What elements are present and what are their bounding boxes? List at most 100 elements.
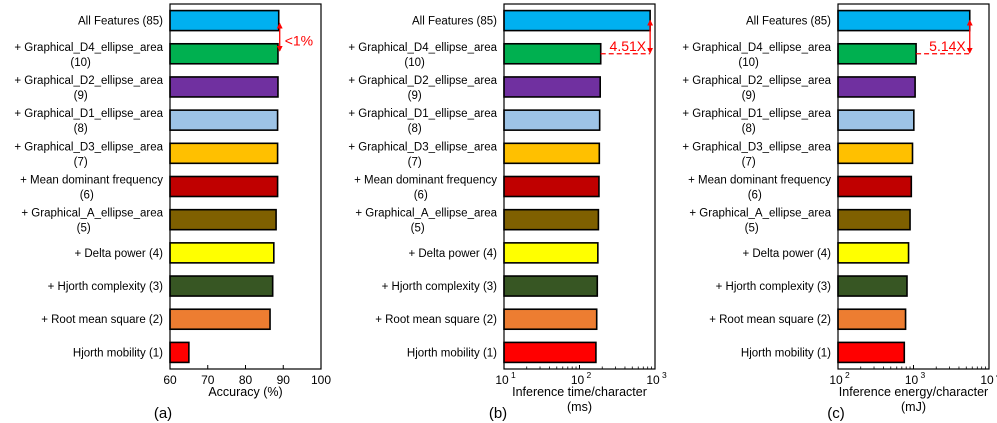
panel-label: (c) [827, 405, 845, 422]
category-count: (6) [414, 190, 428, 202]
x-tick-exponent: 2 [845, 370, 850, 380]
bar-11 [169, 341, 190, 364]
category-label: + Mean dominant frequency [20, 175, 163, 187]
category-count: (6) [80, 190, 94, 202]
bar-6 [837, 175, 913, 198]
bar-9 [837, 275, 908, 297]
bar-10 [503, 308, 598, 331]
category-label: All Features (85) [746, 16, 831, 28]
annotation-label: <1% [285, 33, 313, 49]
category-label: + Graphical_D1_ellipse_area [682, 108, 831, 120]
bar-4 [169, 109, 279, 131]
bar-9 [503, 275, 599, 297]
category-label: + Delta power (4) [742, 248, 831, 260]
bar-7 [169, 208, 277, 231]
category-count: (10) [404, 57, 425, 69]
bar-10 [169, 308, 271, 331]
x-tick-label: 10 [829, 373, 843, 387]
bar-3 [503, 76, 601, 98]
category-label: + Mean dominant frequency [354, 175, 497, 187]
bar-1 [837, 9, 971, 32]
x-tick-label: 10 [980, 373, 994, 387]
category-count: (10) [738, 57, 759, 69]
bar-11 [503, 341, 597, 364]
bar-11 [837, 341, 906, 364]
category-label: + Graphical_D4_ellipse_area [682, 42, 831, 54]
x-tick-label: 70 [201, 373, 215, 387]
category-label: + Graphical_D3_ellipse_area [682, 141, 831, 153]
x-tick-exponent: 1 [511, 370, 516, 380]
bar-9 [169, 275, 274, 297]
category-label: + Graphical_D2_ellipse_area [14, 75, 163, 87]
bar-8 [837, 242, 910, 264]
bar-6 [169, 175, 279, 198]
panel-label: (b) [489, 405, 507, 422]
category-label: + Mean dominant frequency [688, 175, 831, 187]
category-count: (5) [745, 223, 759, 235]
category-label: + Graphical_D1_ellipse_area [14, 108, 163, 120]
bar-1 [169, 9, 280, 32]
bar-4 [503, 109, 601, 131]
annotation-label: 5.14X [929, 38, 966, 54]
x-axis-label: Inference energy/character [839, 385, 988, 399]
category-count: (7) [74, 156, 88, 168]
bar-8 [169, 242, 275, 264]
category-count: (8) [408, 123, 422, 135]
x-tick-label: 90 [277, 373, 291, 387]
x-tick-label: 10 [571, 373, 585, 387]
x-tick-exponent: 3 [921, 370, 926, 380]
category-count: (8) [742, 123, 756, 135]
bar-7 [837, 208, 911, 231]
category-label: + Root mean square (2) [41, 314, 163, 326]
category-label: + Graphical_D2_ellipse_area [682, 75, 831, 87]
category-count: (7) [408, 156, 422, 168]
category-label: + Hjorth complexity (3) [382, 281, 498, 293]
x-tick-label: 10 [905, 373, 919, 387]
bar-3 [169, 76, 279, 98]
category-label: + Graphical_A_ellipse_area [21, 208, 163, 220]
category-label: Hjorth mobility (1) [407, 347, 497, 359]
x-axis-unit: (mJ) [901, 400, 926, 414]
bar-5 [837, 142, 914, 165]
x-tick-label: 80 [239, 373, 253, 387]
category-label: + Graphical_D4_ellipse_area [348, 42, 497, 54]
category-count: (9) [74, 90, 88, 102]
bar-5 [169, 142, 279, 165]
x-tick-label: 10 [646, 373, 660, 387]
category-count: (9) [742, 90, 756, 102]
category-label: + Delta power (4) [408, 248, 497, 260]
category-count: (5) [411, 223, 425, 235]
category-count: (9) [408, 90, 422, 102]
bar-10 [837, 308, 907, 331]
category-label: + Root mean square (2) [375, 314, 497, 326]
chart-panel-3: All Features (85) + Graphical_D4_ellipse_… [682, 3, 997, 422]
category-label: All Features (85) [412, 16, 497, 28]
bar-2 [837, 42, 917, 65]
bar-7 [503, 208, 600, 231]
bar-2 [503, 42, 602, 65]
x-tick-label: 10 [495, 373, 509, 387]
category-label: + Graphical_A_ellipse_area [689, 208, 831, 220]
bar-8 [503, 242, 599, 264]
category-label: + Hjorth complexity (3) [48, 281, 164, 293]
bar-4 [837, 109, 915, 131]
category-label: + Graphical_A_ellipse_area [355, 208, 497, 220]
x-axis-label: Inference time/character [512, 385, 647, 399]
category-label: + Delta power (4) [74, 248, 163, 260]
bar-3 [837, 76, 916, 98]
category-label: + Root mean square (2) [709, 314, 831, 326]
category-label: All Features (85) [78, 16, 163, 28]
category-count: (5) [77, 223, 91, 235]
category-label: Hjorth mobility (1) [73, 347, 163, 359]
chart-panel-2: All Features (85) + Graphical_D4_ellipse_… [348, 3, 667, 422]
category-count: (10) [70, 57, 91, 69]
category-label: Hjorth mobility (1) [741, 347, 831, 359]
x-tick-label: 100 [311, 373, 331, 387]
x-tick-exponent: 3 [662, 370, 667, 380]
annotation-label: 4.51X [610, 38, 647, 54]
x-tick-label: 60 [163, 373, 177, 387]
bar-6 [503, 175, 600, 198]
category-count: (8) [74, 123, 88, 135]
category-label: + Graphical_D3_ellipse_area [348, 141, 497, 153]
